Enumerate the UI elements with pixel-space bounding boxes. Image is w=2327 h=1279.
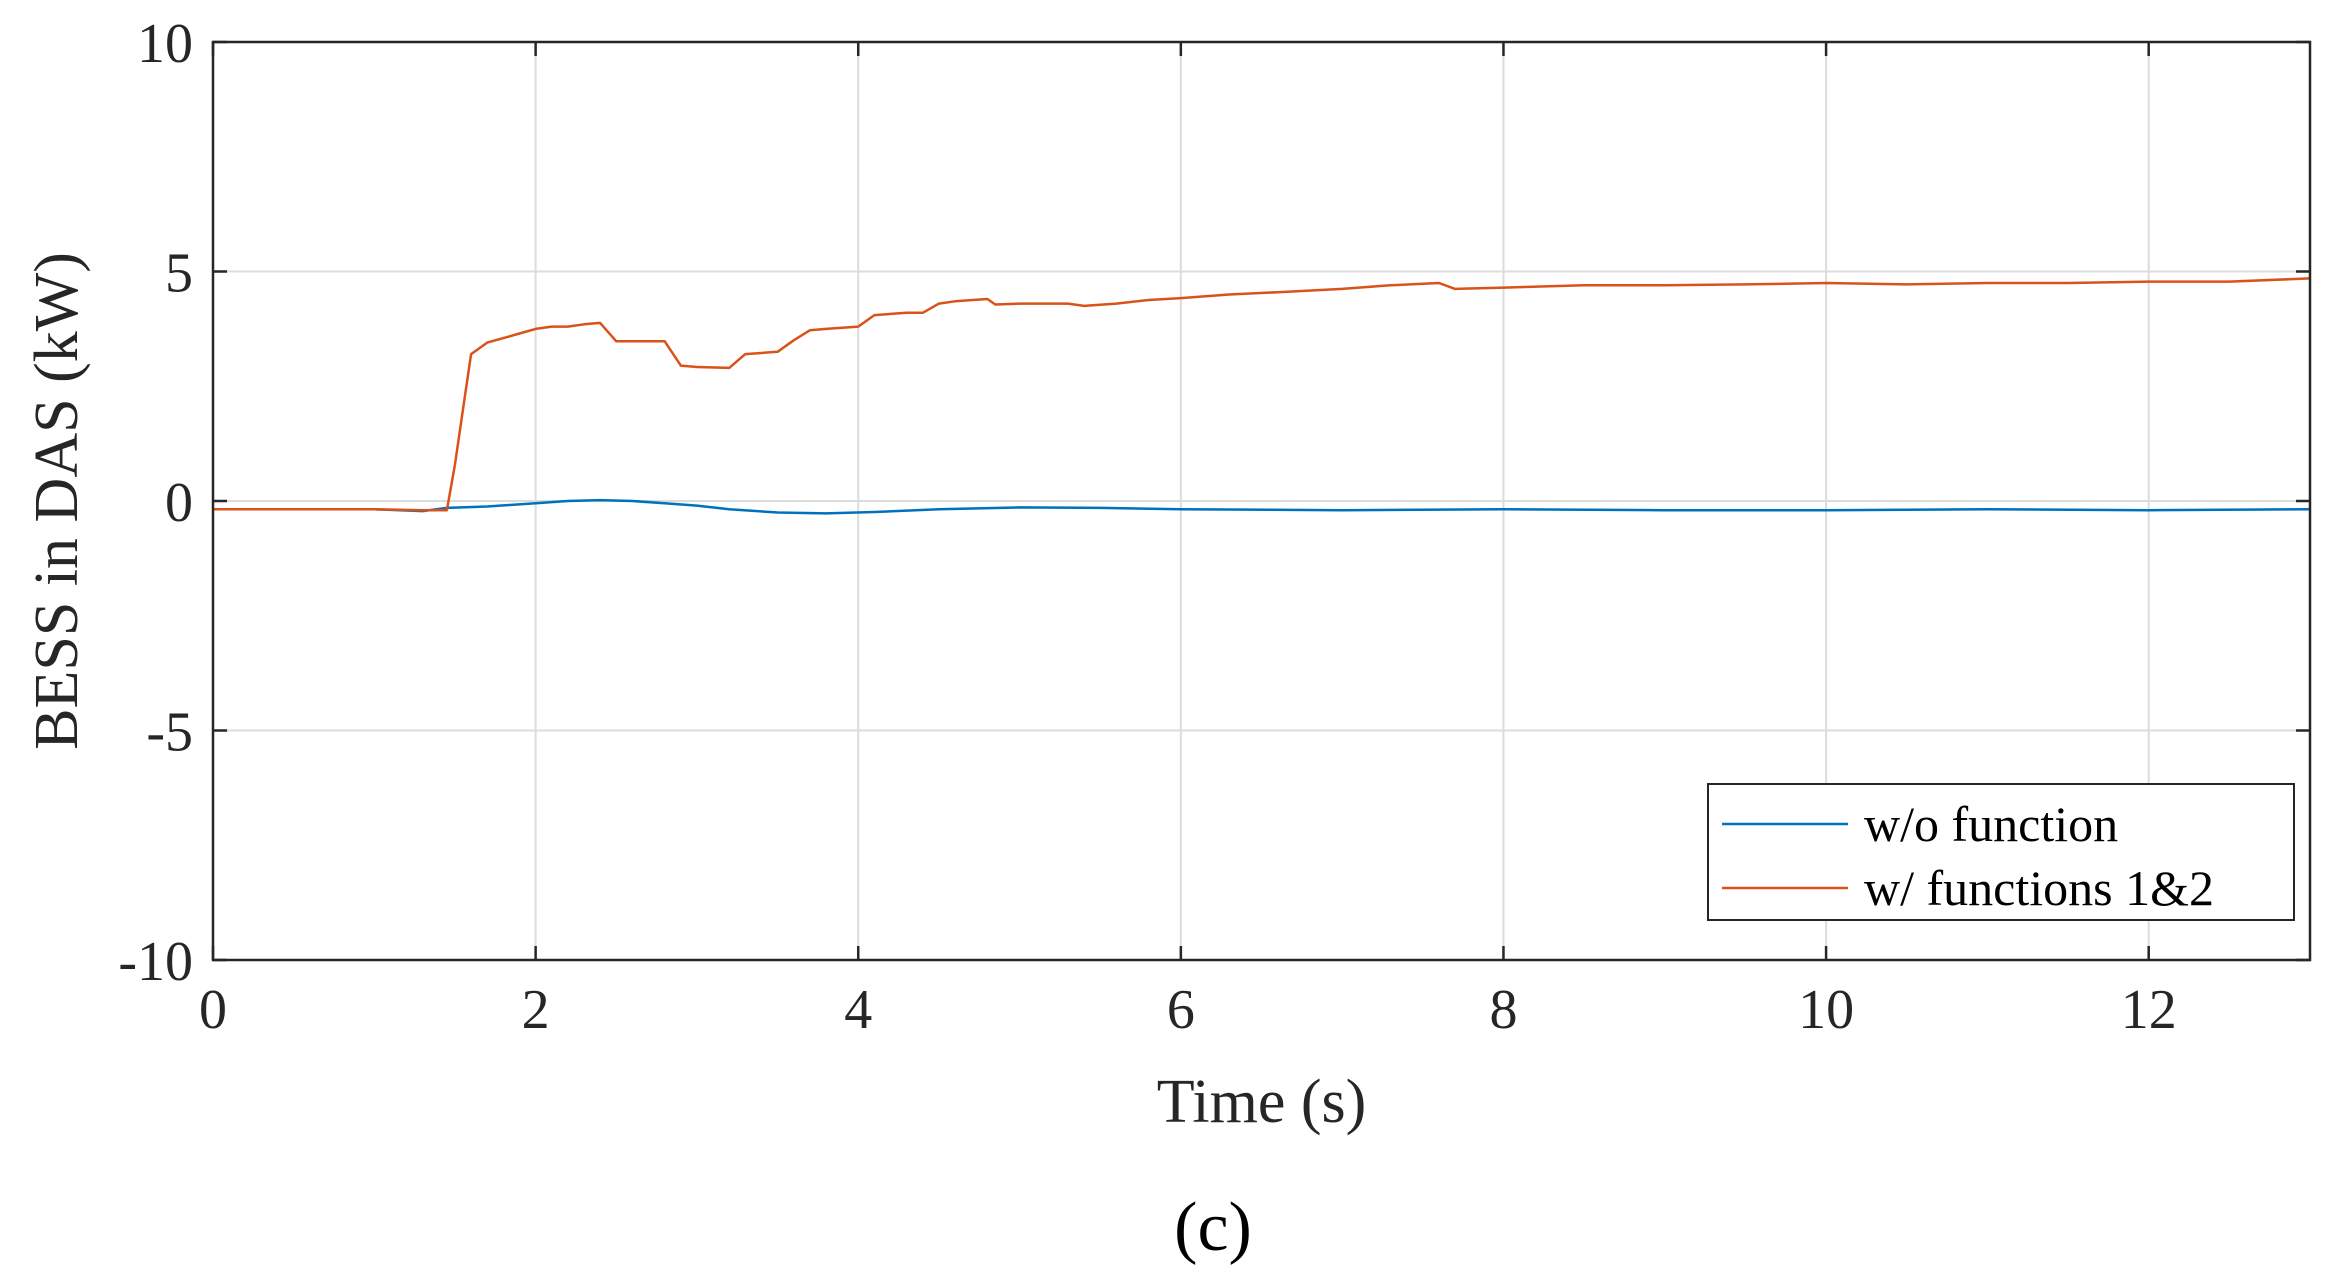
- series-line-w-functions: [213, 277, 2311, 512]
- x-tick-label: 10: [1798, 979, 1854, 1041]
- y-tick-label: -5: [146, 702, 193, 764]
- y-tick-label: 10: [137, 13, 193, 75]
- x-tick-label: 2: [522, 979, 550, 1041]
- x-axis-title: Time (s): [1157, 1068, 1367, 1136]
- series-lines: [213, 277, 2311, 515]
- y-tick-label: 5: [165, 243, 193, 305]
- y-tick-label: -10: [118, 931, 193, 993]
- legend-label-w-o-function: w/o function: [1864, 796, 2118, 852]
- legend-box: [1707, 783, 2295, 921]
- figure-caption: (c): [1174, 1189, 1252, 1266]
- series-line-w-o-function: [213, 498, 2311, 515]
- y-axis-title: BESS in DAS (kW): [23, 252, 91, 750]
- x-tick-label: 6: [1167, 979, 1195, 1041]
- axis-ticks: [211, 40, 2310, 962]
- y-tick-label: 0: [165, 472, 193, 534]
- x-tick-label: 8: [1489, 979, 1517, 1041]
- x-tick-label: 0: [199, 979, 227, 1041]
- x-tick-label: 4: [844, 979, 872, 1041]
- legend-label-w-functions: w/ functions 1&2: [1864, 860, 2214, 916]
- x-tick-label: 12: [2121, 979, 2177, 1041]
- tick-labels: 0 2 4 6 8 10 12 -10 -5 0 5 10: [118, 13, 2176, 1041]
- legend: w/o function w/ functions 1&2: [1707, 783, 2295, 921]
